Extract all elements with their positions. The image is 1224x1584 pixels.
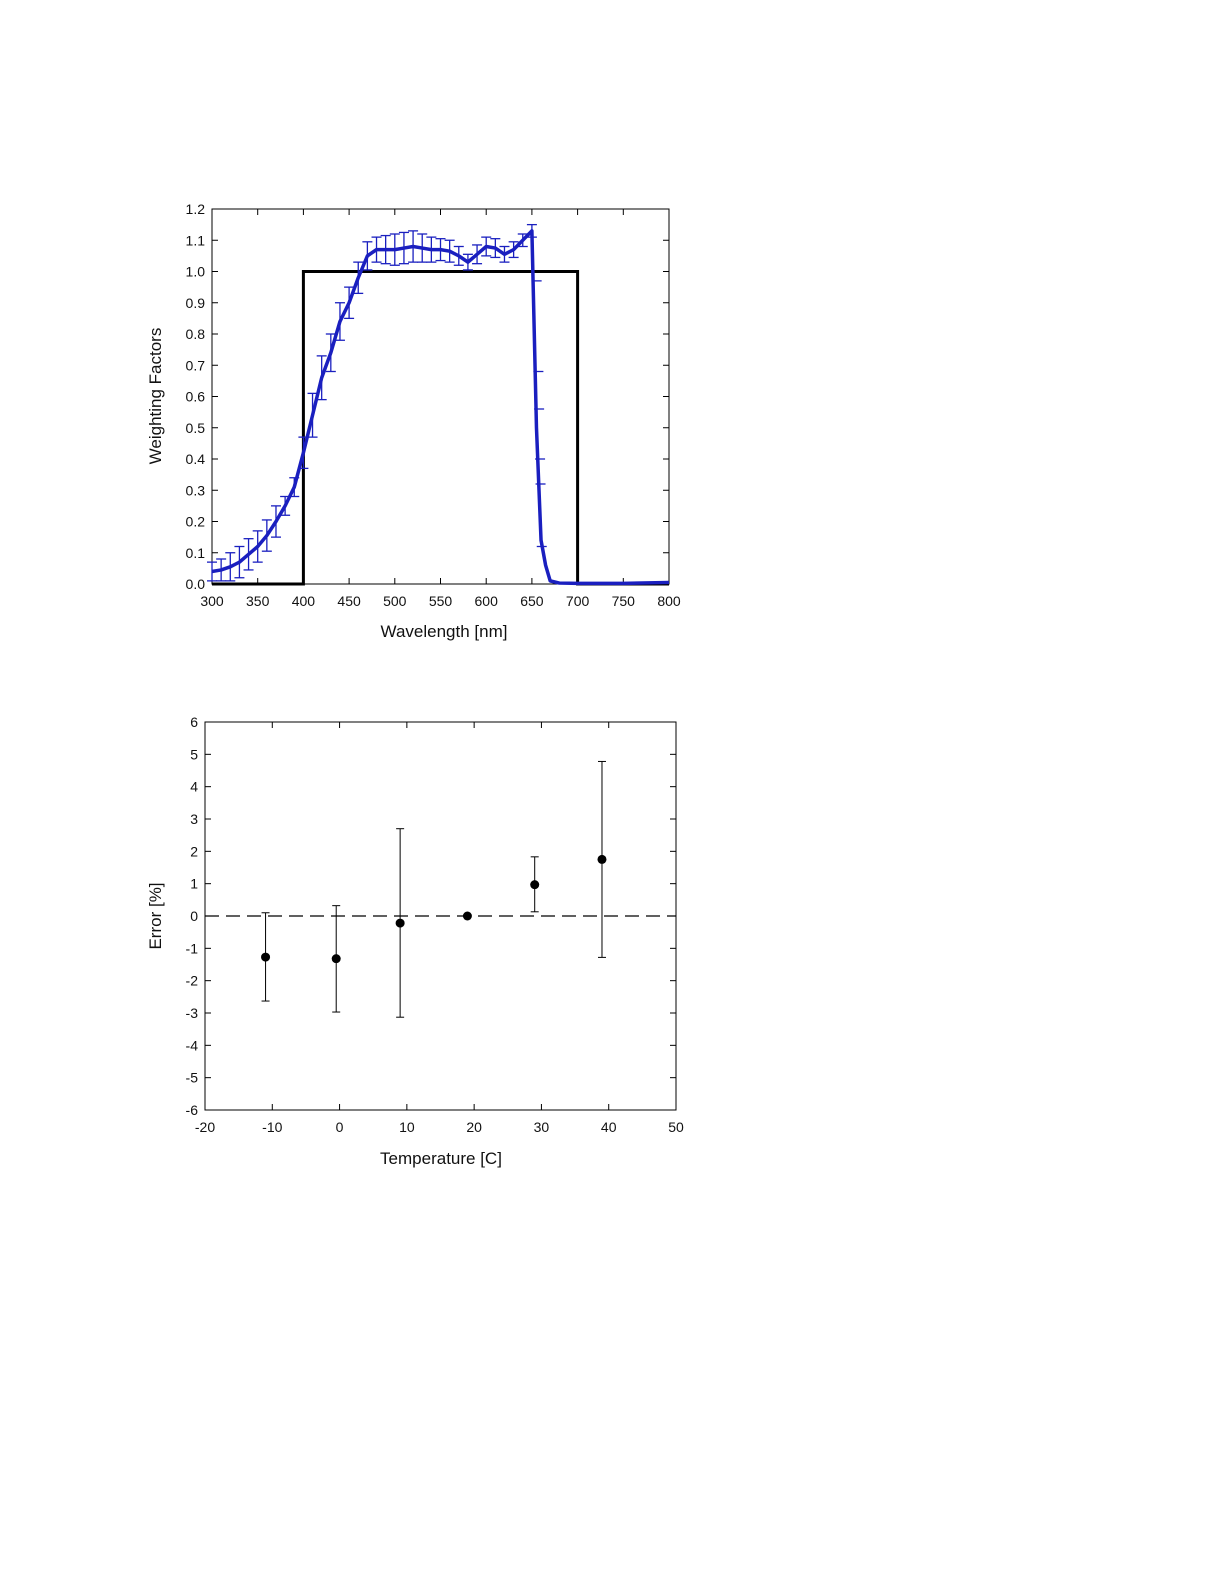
y-tick-label: 0.8 [186,326,206,342]
y-tick-label: 0.1 [186,545,206,561]
y-tick-label: 5 [190,746,198,762]
data-point [261,952,271,962]
weighting-curve [211,229,670,586]
y-tick-label: 1.2 [186,201,206,217]
x-tick-label: 30 [534,1119,550,1135]
y-tick-label: 0.9 [186,295,206,311]
y-tick-label: 1 [190,876,198,892]
y-tick-label: 0.4 [186,451,206,467]
y-axis-label: Error [%] [146,882,165,949]
x-tick-label: 350 [246,593,270,609]
data-point [331,954,341,964]
weighting-factors-chart: 0.00.10.20.30.40.50.60.70.80.91.01.11.2 … [146,201,681,641]
y-axis: 0.0 0.1 0.2 0.3 0.4 0.5 0.6 0.7 0.8 0.9 1.0 1.1 1.2 [186,201,669,592]
x-tick-label: -20 [195,1119,215,1135]
x-tick-label: 400 [292,593,316,609]
y-tick-label: 1.0 [186,264,206,280]
x-tick-label: 40 [601,1119,617,1135]
series-layer [207,223,670,586]
y-tick-label: 0 [190,908,198,924]
x-axis: 300 350 400 450 500 550 600 650 700 750 800 [200,209,681,609]
plot-frame [211,208,670,585]
y-tick-label: -1 [186,940,199,956]
y-tick-label: -6 [186,1102,199,1118]
y-axis-label: Weighting Factors [146,328,165,465]
y-tick-label: 1.1 [186,232,206,248]
y-tick-label: -5 [186,1070,199,1086]
y-tick-label: 0.3 [186,482,206,498]
y-tick-label: 4 [190,779,198,795]
data-point [597,854,607,864]
x-axis-label: Temperature [C] [380,1149,502,1168]
y-tick-label: 3 [190,811,198,827]
x-tick-label: 800 [657,593,681,609]
y-tick-label: -4 [186,1037,199,1053]
y-tick-label: 6 [190,714,198,730]
y-tick-label: 0.2 [186,514,206,530]
x-tick-label: 650 [520,593,544,609]
y-axis: -6 -5 -4 -3 -2 -1 0 1 2 3 4 5 6 [186,714,676,1118]
y-tick-label: 0.0 [186,576,206,592]
x-tick-label: 600 [475,593,499,609]
x-tick-label: 20 [466,1119,482,1135]
y-tick-label: 0.7 [186,357,206,373]
x-tick-label: 300 [200,593,224,609]
x-tick-label: -10 [262,1119,282,1135]
y-tick-label: 0.6 [186,389,206,405]
x-axis: -20 -10 0 10 20 30 40 50 [195,722,684,1135]
x-tick-label: 500 [383,593,407,609]
y-tick-label: -3 [186,1005,199,1021]
data-point [395,918,405,928]
x-tick-label: 10 [399,1119,415,1135]
data-point [462,911,472,921]
y-tick-label: 0.5 [186,420,206,436]
x-tick-label: 550 [429,593,453,609]
y-tick-label: -2 [186,973,199,989]
x-tick-label: 750 [612,593,636,609]
x-tick-label: 450 [337,593,361,609]
series-layer [205,760,676,1018]
y-tick-label: 2 [190,843,198,859]
x-tick-label: 700 [566,593,590,609]
x-tick-label: 50 [668,1119,684,1135]
x-axis-label: Wavelength [nm] [381,622,508,641]
data-point [530,880,540,890]
x-tick-label: 0 [336,1119,344,1135]
